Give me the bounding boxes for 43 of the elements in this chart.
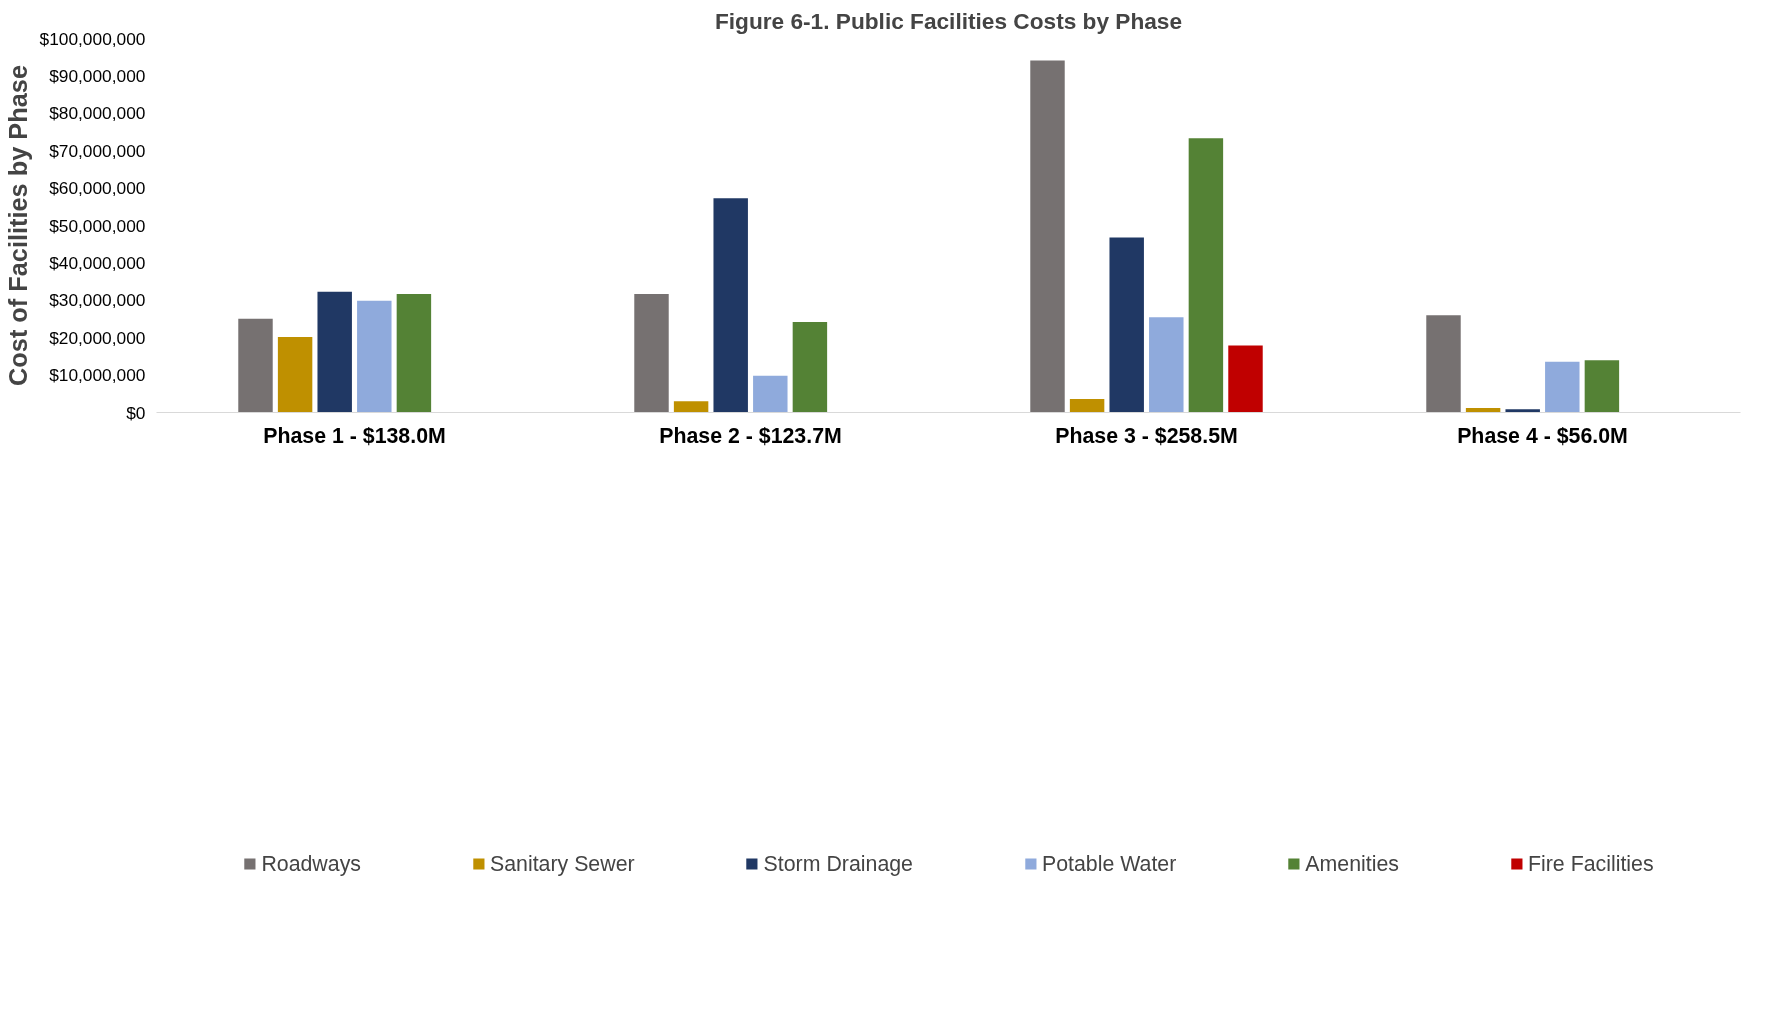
legend-label: Amenities (1305, 851, 1399, 877)
bar (673, 401, 709, 413)
bar (1584, 360, 1620, 413)
legend-label: Fire Facilities (1527, 851, 1654, 877)
chart-title: Figure 6-1. Public Facilities Costs by Phase (714, 7, 1183, 34)
bar (277, 336, 313, 413)
bar (1030, 60, 1065, 413)
y-tick-label: $70,000,000 (49, 140, 146, 161)
bar (792, 321, 828, 413)
bar (1188, 138, 1224, 413)
bar (634, 293, 669, 413)
bar (713, 198, 748, 413)
y-tick-label: $30,000,000 (49, 290, 146, 311)
x-tick-label: Phase 4 - $56.0M (1457, 423, 1628, 448)
x-tick-label: Phase 1 - $138.0M (263, 423, 446, 448)
bar (1109, 237, 1144, 413)
y-tick-label: $50,000,000 (49, 215, 146, 236)
y-tick-label: $0 (126, 402, 146, 423)
y-tick-label: $10,000,000 (49, 365, 146, 386)
bar (357, 300, 392, 413)
bar (1426, 315, 1461, 413)
x-tick-label: Phase 3 - $258.5M (1055, 423, 1238, 448)
y-tick-label: $40,000,000 (49, 252, 146, 273)
bar (317, 291, 352, 413)
bar (1545, 361, 1580, 413)
y-tick-label: $100,000,000 (39, 28, 146, 49)
y-axis-title: Cost of Facilities by Phase (3, 65, 32, 386)
legend-label: Potable Water (1041, 851, 1177, 877)
x-tick-label: Phase 2 - $123.7M (659, 423, 842, 448)
bar (238, 318, 273, 413)
legend-label: Roadways (261, 851, 361, 877)
y-tick-label: $80,000,000 (49, 103, 146, 124)
y-tick-label: $20,000,000 (49, 327, 146, 348)
legend-label: Sanitary Sewer (489, 851, 635, 877)
bar (1149, 317, 1184, 413)
bar (1228, 345, 1263, 413)
y-tick-label: $60,000,000 (49, 178, 146, 199)
y-tick-label: $90,000,000 (49, 65, 146, 86)
bar (1505, 409, 1540, 413)
bar (1069, 399, 1105, 413)
bar (396, 293, 432, 413)
legend-label: Storm Drainage (763, 851, 913, 877)
bar (753, 375, 788, 413)
